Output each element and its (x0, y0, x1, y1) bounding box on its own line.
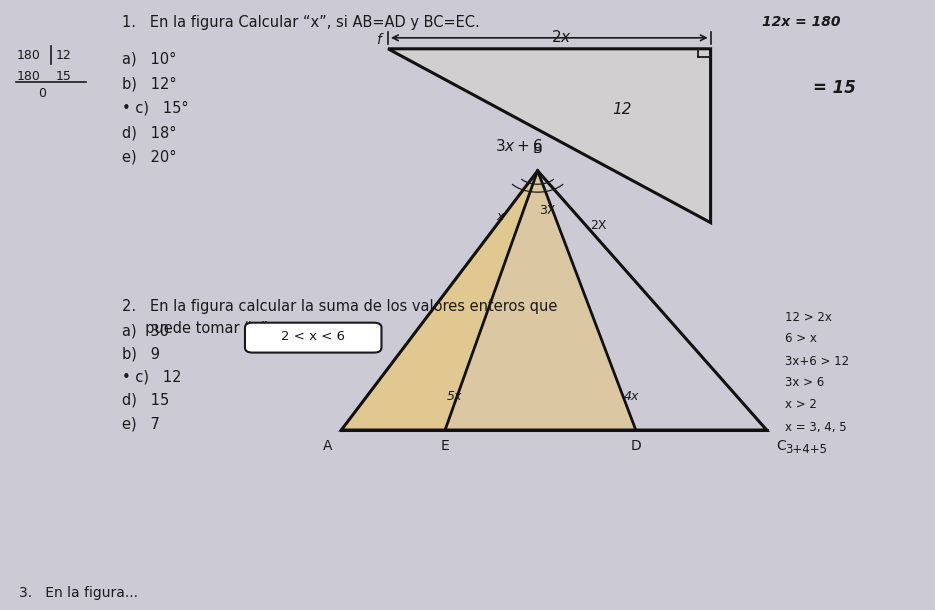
Text: 12x = 180: 12x = 180 (762, 15, 841, 29)
Text: a)   10°: a) 10° (122, 52, 176, 67)
Text: A: A (323, 439, 332, 453)
Text: 180: 180 (17, 49, 41, 62)
Text: 2.   En la figura calcular la suma de los valores enteros que: 2. En la figura calcular la suma de los … (122, 299, 557, 314)
Text: 6 > x: 6 > x (785, 332, 817, 345)
Text: b)   9: b) 9 (122, 346, 160, 362)
Text: • c)   12: • c) 12 (122, 370, 181, 385)
Text: 3x > 6: 3x > 6 (785, 376, 825, 389)
Text: $2x$: $2x$ (551, 29, 571, 45)
Text: puede tomar “x”: puede tomar “x” (122, 321, 267, 337)
Text: x = 3, 4, 5: x = 3, 4, 5 (785, 421, 847, 434)
Text: 180: 180 (17, 70, 41, 83)
Text: 3+4+5: 3+4+5 (785, 443, 827, 456)
Text: D: D (630, 439, 641, 453)
Text: d)   15: d) 15 (122, 393, 169, 408)
Text: 3X: 3X (539, 204, 555, 217)
Text: 3x+6 > 12: 3x+6 > 12 (785, 355, 850, 368)
Text: 2 < x < 6: 2 < x < 6 (281, 330, 345, 343)
Text: B: B (533, 142, 542, 156)
Polygon shape (445, 171, 636, 430)
Text: 2X: 2X (590, 219, 607, 232)
Text: a)   30: a) 30 (122, 323, 168, 339)
Text: 1.   En la figura Calcular “x”, si AB=AD y BC=EC.: 1. En la figura Calcular “x”, si AB=AD y… (122, 15, 480, 30)
Text: 12: 12 (56, 49, 72, 62)
Text: f: f (376, 33, 381, 46)
Text: = 15: = 15 (813, 79, 856, 98)
Text: x > 2: x > 2 (785, 398, 817, 411)
Text: E: E (440, 439, 450, 453)
Text: 0: 0 (38, 87, 46, 99)
Text: d)   18°: d) 18° (122, 125, 176, 140)
Text: b)   12°: b) 12° (122, 76, 176, 92)
Polygon shape (388, 49, 711, 223)
FancyBboxPatch shape (245, 323, 381, 353)
Text: • c)   15°: • c) 15° (122, 101, 188, 116)
Text: e)   20°: e) 20° (122, 149, 176, 165)
Text: x: x (496, 210, 504, 223)
Text: e)   7: e) 7 (122, 416, 160, 431)
Polygon shape (341, 171, 538, 430)
Text: $3x+6$: $3x+6$ (495, 138, 543, 154)
Text: 12: 12 (612, 102, 631, 117)
Text: 4x: 4x (624, 390, 639, 403)
Text: 12 > 2x: 12 > 2x (785, 311, 832, 324)
Text: 3.   En la figura...: 3. En la figura... (19, 586, 137, 600)
Text: 15: 15 (56, 70, 72, 83)
Text: C: C (776, 439, 785, 453)
Text: 5x: 5x (447, 390, 462, 403)
